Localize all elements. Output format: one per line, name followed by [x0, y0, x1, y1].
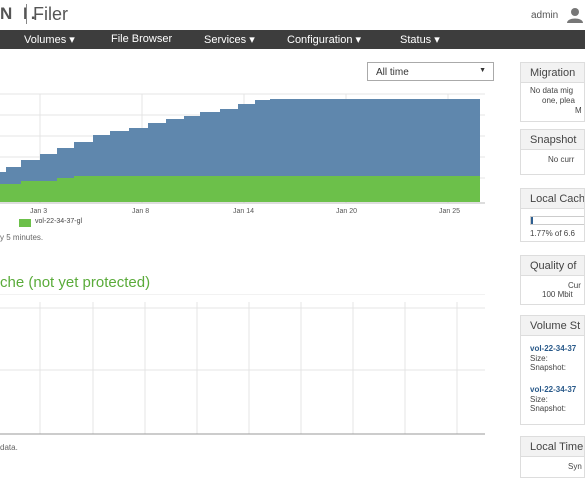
panel-text: 100 Mbit: [542, 290, 573, 299]
panel-text: M: [575, 106, 582, 115]
panel-text: Syn: [568, 462, 582, 471]
nav-status[interactable]: Status ▾: [400, 34, 440, 46]
cache-section-title: che (not yet protected): [0, 274, 151, 291]
quality-panel: Quality of Cur 100 Mbit: [520, 255, 585, 305]
nav-volumes[interactable]: Volumes ▾: [24, 34, 75, 46]
panel-title: Local Cach: [521, 189, 584, 209]
snapshot-panel: Snapshot No curr: [520, 129, 585, 175]
nav-file-browser[interactable]: File Browser: [111, 33, 173, 45]
volume-size-label: Size:: [530, 354, 548, 363]
cache-usage-bar: [530, 216, 584, 225]
legend-label: vol-22-34-37-gl: [35, 218, 83, 225]
cache-usage-fill: [531, 217, 533, 224]
volume-status-panel: Volume St vol-22-34-37 Size: Snapshot: v…: [520, 315, 585, 425]
user-menu-name[interactable]: admin: [531, 10, 559, 21]
volume-link[interactable]: vol-22-34-37: [530, 385, 577, 394]
series-area-blue: [0, 99, 480, 176]
cache-chart-grid: [0, 294, 485, 435]
x-tick-label: Jan 25: [439, 208, 460, 215]
x-tick-label: Jan 8: [132, 208, 149, 215]
panel-title: Migration: [521, 63, 584, 83]
storage-usage-chart: Jan 3 Jan 8 Jan 14 Jan 20 Jan 25: [0, 93, 485, 215]
time-range-select[interactable]: All time ▼: [367, 62, 494, 81]
refresh-note: y 5 minutes.: [0, 233, 44, 242]
app-name: Filer: [33, 4, 68, 24]
panel-title: Local Time: [521, 437, 584, 457]
app-header: N I. Filer admin: [0, 0, 585, 30]
cache-usage-text: 1.77% of 6.6: [530, 229, 575, 238]
legend-swatch-green: [19, 219, 31, 227]
panel-title: Quality of: [521, 256, 584, 276]
volume-snapshot-label: Snapshot:: [530, 363, 567, 372]
volume-size-label: Size:: [530, 395, 548, 404]
panel-text: No data mig: [530, 86, 574, 95]
panel-title: Volume St: [521, 316, 584, 336]
panel-text: Cur: [568, 281, 581, 290]
panel-text: one, plea: [542, 96, 575, 105]
local-time-panel: Local Time Syn: [520, 436, 585, 478]
main-navbar: Volumes ▾ File Browser Services ▾ Config…: [0, 30, 585, 49]
volume-snapshot-label: Snapshot:: [530, 404, 567, 413]
panel-text: No curr: [548, 155, 575, 164]
time-range-value: All time: [376, 67, 409, 78]
panel-title: Snapshot: [521, 130, 584, 150]
local-cache-panel: Local Cach 1.77% of 6.6: [520, 188, 585, 242]
volume-link[interactable]: vol-22-34-37: [530, 344, 577, 353]
migration-panel: Migration No data mig one, plea M: [520, 62, 585, 122]
nav-services[interactable]: Services ▾: [204, 34, 255, 46]
series-area-blue-base: [0, 168, 480, 184]
nav-configuration[interactable]: Configuration ▾: [287, 34, 362, 46]
logo-divider: [26, 4, 27, 24]
no-data-note: data.: [0, 443, 18, 452]
user-icon[interactable]: [565, 7, 585, 23]
caret-down-icon: ▼: [479, 67, 486, 74]
series-area-green: [0, 168, 480, 202]
x-tick-label: Jan 3: [30, 208, 47, 215]
x-tick-label: Jan 20: [336, 208, 357, 215]
x-tick-label: Jan 14: [233, 208, 254, 215]
